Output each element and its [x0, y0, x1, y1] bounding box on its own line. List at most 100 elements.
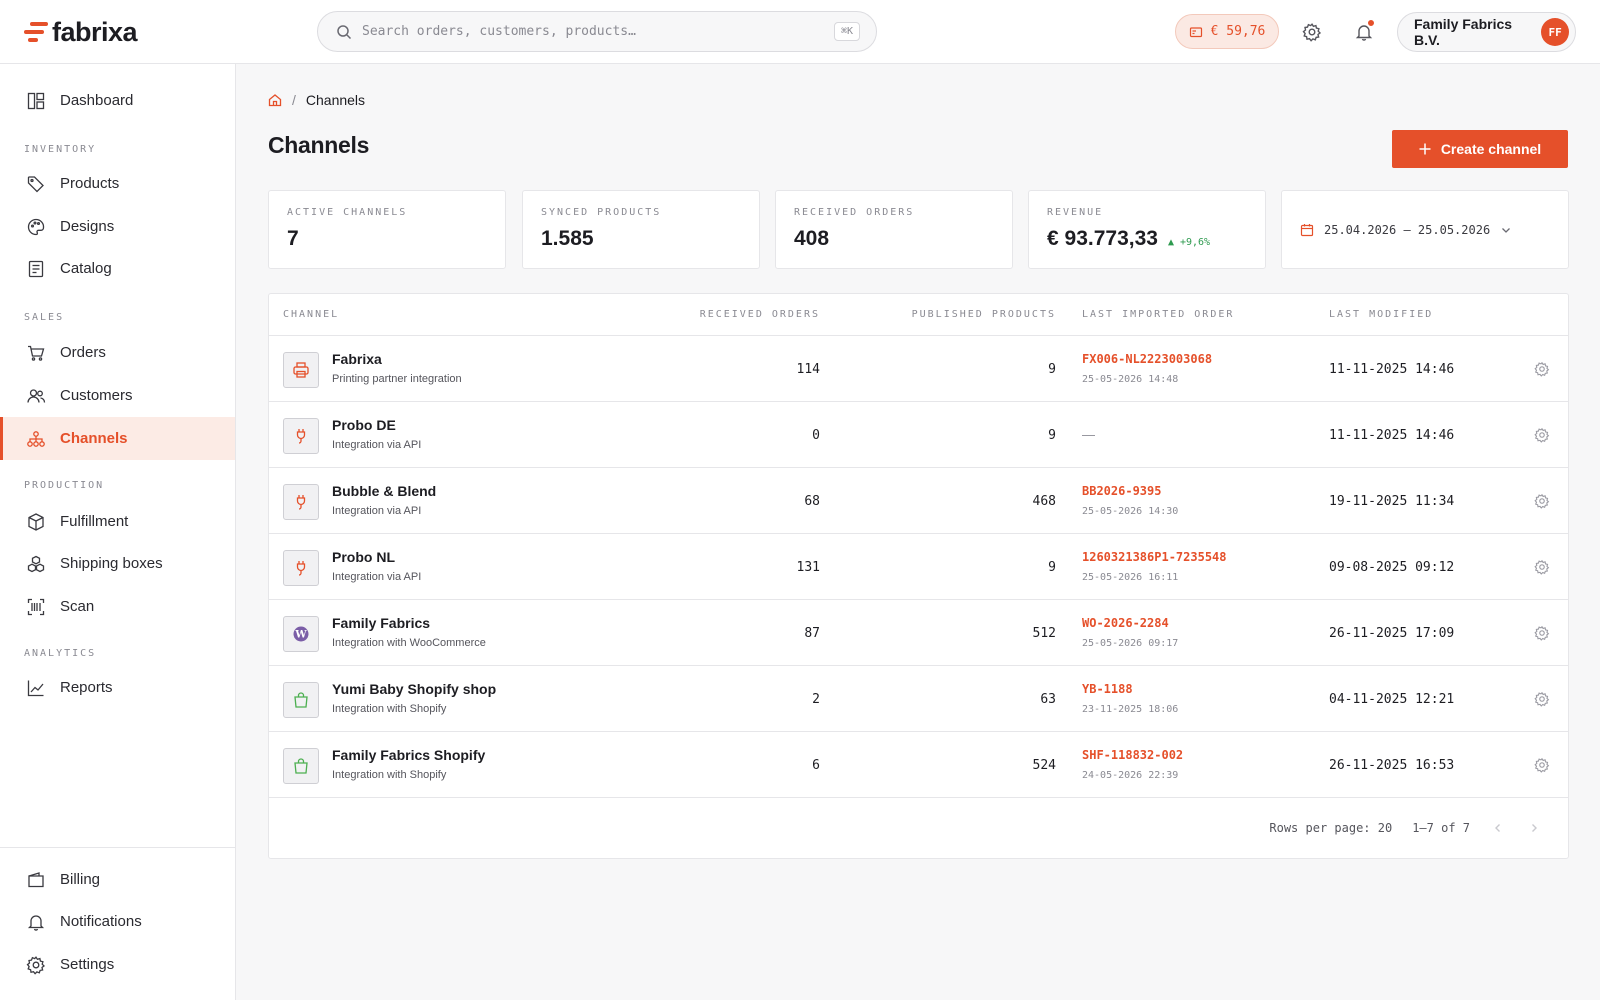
sidebar-item-products[interactable]: Products — [0, 162, 235, 205]
received-orders-value: 87 — [804, 626, 820, 641]
sidebar-item-label: Catalog — [60, 260, 112, 277]
table-row[interactable]: Family Fabrics Shopify Integration with … — [269, 732, 1568, 798]
last-order-date: 25-05-2026 14:48 — [1082, 374, 1179, 385]
wordpress-icon: W — [293, 626, 309, 642]
logo-text: fabrixa — [52, 16, 138, 47]
stat-label: REVENUE — [1047, 207, 1104, 218]
channel-name[interactable]: Family Fabrics Shopify — [332, 747, 486, 763]
sidebar-item-scan[interactable]: Scan — [0, 585, 235, 628]
last-order-link[interactable]: 1260321386P1-7235548 — [1082, 550, 1227, 564]
sidebar-item-catalog[interactable]: Catalog — [0, 247, 235, 290]
last-modified-value: 26-11-2025 17:09 — [1329, 626, 1455, 641]
channels-table: CHANNEL RECEIVED ORDERS PUBLISHED PRODUC… — [268, 293, 1569, 859]
sidebar-item-billing[interactable]: Billing — [0, 858, 235, 901]
gear-icon[interactable] — [1534, 559, 1550, 575]
gear-icon[interactable] — [1534, 757, 1550, 773]
channel-name[interactable]: Bubble & Blend — [332, 483, 437, 499]
sidebar-item-dashboard[interactable]: Dashboard — [0, 79, 235, 122]
last-order-date: 25-05-2026 09:17 — [1082, 638, 1179, 649]
bell-icon — [27, 914, 45, 931]
notifications-button[interactable] — [1352, 19, 1376, 44]
table-row[interactable]: W Family Fabrics Integration with WooCom… — [269, 600, 1568, 666]
prev-page-button[interactable] — [1490, 820, 1506, 836]
last-modified-value: 09-08-2025 09:12 — [1329, 560, 1455, 575]
received-orders-value: 131 — [796, 560, 820, 575]
plus-icon — [1419, 143, 1431, 155]
table-row[interactable]: Bubble & Blend Integration via API 68 46… — [269, 468, 1568, 534]
gear-icon[interactable] — [1534, 493, 1550, 509]
last-modified-value: 11-11-2025 14:46 — [1329, 428, 1455, 443]
search-icon — [337, 24, 352, 39]
stat-label: SYNCED PRODUCTS — [541, 207, 662, 218]
home-icon[interactable] — [268, 93, 282, 107]
sidebar-item-fulfillment[interactable]: Fulfillment — [0, 500, 235, 543]
rows-per-page-select[interactable]: Rows per page: 20 — [1269, 821, 1393, 835]
channel-name[interactable]: Probo NL — [332, 549, 395, 565]
column-header-channel[interactable]: CHANNEL — [283, 309, 340, 320]
date-range-picker[interactable]: 25.04.2026 — 25.05.2026 — [1281, 190, 1569, 269]
last-order-link[interactable]: BB2026-9395 — [1082, 484, 1162, 498]
table-row[interactable]: Fabrixa Printing partner integration 114… — [269, 336, 1568, 402]
stat-card-received-orders: RECEIVED ORDERS 408 — [775, 190, 1013, 269]
gear-icon[interactable] — [1534, 625, 1550, 641]
search-input[interactable] — [362, 24, 834, 39]
received-orders-value: 68 — [804, 494, 820, 509]
create-channel-button[interactable]: Create channel — [1392, 130, 1568, 168]
search-shortcut-badge: ⌘K — [833, 22, 860, 41]
balance-badge[interactable]: € 59,76 — [1175, 14, 1279, 49]
sidebar-item-notifications[interactable]: Notifications — [0, 900, 235, 943]
sidebar-item-channels[interactable]: Channels — [0, 417, 235, 460]
channel-name[interactable]: Family Fabrics — [332, 615, 431, 631]
table-header: CHANNEL RECEIVED ORDERS PUBLISHED PRODUC… — [269, 294, 1568, 336]
last-order-link[interactable]: WO-2026-2284 — [1082, 616, 1169, 630]
channel-icon-box — [283, 550, 319, 586]
stat-card-synced-products: SYNCED PRODUCTS 1.585 — [522, 190, 760, 269]
page-title: Channels — [268, 132, 370, 158]
column-header-last-imported-order[interactable]: LAST IMPORTED ORDER — [1082, 309, 1235, 320]
sidebar-item-customers[interactable]: Customers — [0, 374, 235, 417]
settings-gear-button[interactable] — [1300, 20, 1324, 44]
account-switcher[interactable]: Family Fabrics B.V. FF — [1397, 12, 1576, 52]
last-modified-value: 26-11-2025 16:53 — [1329, 758, 1455, 773]
column-header-published-products[interactable]: PUBLISHED PRODUCTS — [911, 309, 1056, 320]
channel-name[interactable]: Yumi Baby Shopify shop — [332, 681, 497, 697]
last-order-link[interactable]: FX006-NL2223003068 — [1082, 352, 1213, 366]
table-row[interactable]: Yumi Baby Shopify shop Integration with … — [269, 666, 1568, 732]
notification-dot — [1367, 19, 1375, 27]
sidebar-item-label: Designs — [60, 218, 115, 235]
channel-name[interactable]: Probo DE — [332, 417, 396, 433]
search-bar[interactable]: ⌘K — [317, 11, 877, 52]
gear-icon[interactable] — [1534, 691, 1550, 707]
avatar: FF — [1541, 18, 1569, 46]
logo[interactable]: fabrixa — [24, 16, 138, 47]
channel-icon-box — [283, 748, 319, 784]
sidebar: Dashboard INVENTORY Products Designs Cat… — [0, 64, 236, 1000]
column-header-last-modified[interactable]: LAST MODIFIED — [1329, 309, 1434, 320]
sidebar-item-label: Settings — [60, 956, 115, 973]
section-label-production: PRODUCTION — [24, 480, 105, 491]
sidebar-item-orders[interactable]: Orders — [0, 331, 235, 374]
sidebar-item-designs[interactable]: Designs — [0, 205, 235, 248]
logo-mark-icon — [24, 20, 48, 44]
channel-name[interactable]: Fabrixa — [332, 351, 382, 367]
gear-icon[interactable] — [1534, 361, 1550, 377]
gear-icon — [1302, 23, 1322, 42]
last-order-link[interactable]: SHF-118832-002 — [1082, 748, 1184, 762]
published-products-value: 468 — [1032, 494, 1056, 509]
sidebar-item-label: Shipping boxes — [60, 555, 163, 572]
table-row[interactable]: Probo NL Integration via API 131 9 12603… — [269, 534, 1568, 600]
bell-icon — [1355, 25, 1373, 41]
last-order-link[interactable]: YB-1188 — [1082, 682, 1133, 696]
last-order-date: 24-05-2026 22:39 — [1082, 770, 1179, 781]
column-header-received-orders[interactable]: RECEIVED ORDERS — [699, 309, 820, 320]
gear-icon[interactable] — [1534, 427, 1550, 443]
channel-icon-box: W — [283, 616, 319, 652]
sidebar-item-shipping-boxes[interactable]: Shipping boxes — [0, 542, 235, 585]
sidebar-item-reports[interactable]: Reports — [0, 666, 235, 709]
stat-label: RECEIVED ORDERS — [794, 207, 915, 218]
date-range-value: 25.04.2026 — 25.05.2026 — [1324, 222, 1491, 237]
sidebar-item-settings[interactable]: Settings — [0, 943, 235, 986]
next-page-button[interactable] — [1526, 820, 1542, 836]
last-order-date: 25-05-2026 16:11 — [1082, 572, 1179, 583]
table-row[interactable]: Probo DE Integration via API 0 9 — 11-11… — [269, 402, 1568, 468]
